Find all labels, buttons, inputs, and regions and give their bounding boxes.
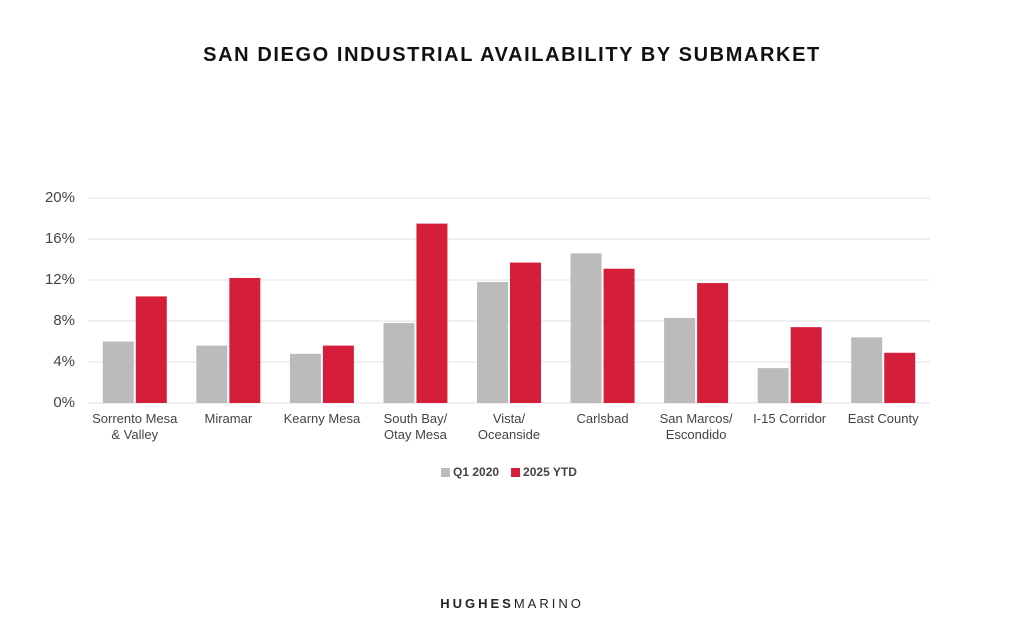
bar: [229, 277, 261, 403]
legend-swatch: [441, 468, 450, 477]
legend-label: Q1 2020: [453, 465, 499, 479]
brand-logo: HUGHESMARINO: [0, 596, 1024, 611]
bar: [196, 345, 228, 403]
bar: [102, 341, 134, 403]
brand-bold: HUGHES: [440, 596, 514, 611]
y-tick-label: 0%: [53, 394, 75, 411]
x-tick-label: Miramar: [204, 411, 253, 426]
y-tick-label: 12%: [45, 271, 75, 288]
y-tick-label: 4%: [53, 353, 75, 370]
bar: [322, 345, 354, 403]
brand-light: MARINO: [513, 596, 584, 611]
bar: [851, 337, 883, 403]
y-tick-label: 8%: [53, 312, 75, 329]
bar: [664, 317, 696, 403]
chart-title: SAN DIEGO INDUSTRIAL AVAILABILITY BY SUB…: [203, 44, 821, 66]
bar: [697, 283, 729, 403]
bar: [135, 296, 167, 403]
bar: [757, 368, 789, 403]
x-tick-label: South Bay/ Otay Mesa: [383, 411, 448, 442]
legend-label: 2025 YTD: [523, 465, 577, 479]
legend-swatch: [511, 468, 521, 477]
x-tick-label: East County: [847, 411, 919, 426]
bar: [570, 253, 602, 403]
bar: [603, 268, 635, 403]
bar: [383, 323, 415, 403]
bar: [477, 282, 508, 403]
bar: [416, 223, 448, 403]
bar: [289, 353, 321, 403]
x-tick-label: San Marcos/ Escondido: [659, 411, 733, 442]
x-tick-label: Kearny Mesa: [283, 411, 361, 426]
bar: [790, 327, 822, 403]
x-tick-label: Sorrento Mesa & Valley: [92, 411, 178, 442]
x-tick-label: I-15 Corridor: [753, 411, 827, 426]
y-tick-label: 16%: [45, 230, 75, 247]
y-tick-label: 20%: [45, 189, 75, 206]
bar: [884, 352, 916, 403]
x-tick-label: Carlsbad: [576, 411, 629, 426]
x-tick-label: Vista/ Oceanside: [477, 411, 541, 442]
bar: [510, 262, 541, 403]
